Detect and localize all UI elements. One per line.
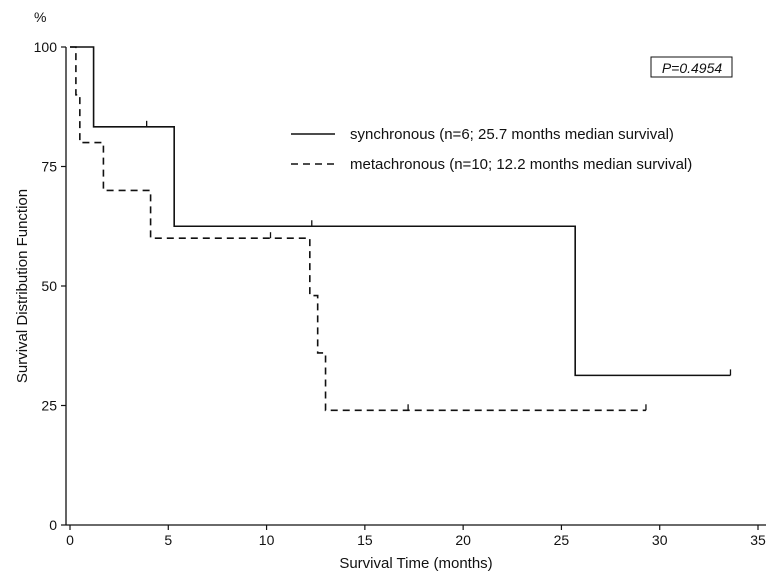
- y-tick-label: 50: [41, 278, 57, 294]
- axes: [65, 47, 766, 526]
- p-value-text: P=0.4954: [662, 60, 723, 76]
- y-axis-title: Survival Distribution Function: [14, 189, 31, 383]
- y-tick-label: 75: [41, 159, 57, 175]
- series-metachronous-curve: [70, 46, 646, 412]
- x-tick-label: 30: [652, 532, 668, 548]
- y-tick-label: 0: [49, 517, 57, 533]
- x-tick-label: 5: [164, 532, 172, 548]
- series-layer: [70, 46, 732, 412]
- p-value-box: [650, 56, 733, 78]
- x-tick-label: 25: [554, 532, 570, 548]
- y-tick-label: 100: [34, 39, 58, 55]
- legend-label-synchronous: synchronous (n=6; 25.7 months median sur…: [350, 126, 674, 143]
- ticks: 0 5 10 15 20 25 30 35 0 25 50 75 100: [34, 39, 766, 548]
- x-tick-label: 0: [66, 532, 74, 548]
- p-value-annotation: P=0.4954: [650, 56, 733, 78]
- legend: synchronous (n=6; 25.7 months median sur…: [291, 126, 692, 173]
- x-tick-label: 15: [357, 532, 373, 548]
- x-tick-label: 20: [455, 532, 471, 548]
- y-tick-label: 25: [41, 398, 57, 414]
- legend-label-metachronous: metachronous (n=10; 12.2 months median s…: [350, 156, 692, 173]
- y-unit-label: %: [34, 9, 46, 25]
- x-axis-title: Survival Time (months): [339, 555, 492, 572]
- series-synchronous-curve: [70, 46, 731, 377]
- x-tick-label: 35: [750, 532, 766, 548]
- x-tick-label: 10: [259, 532, 275, 548]
